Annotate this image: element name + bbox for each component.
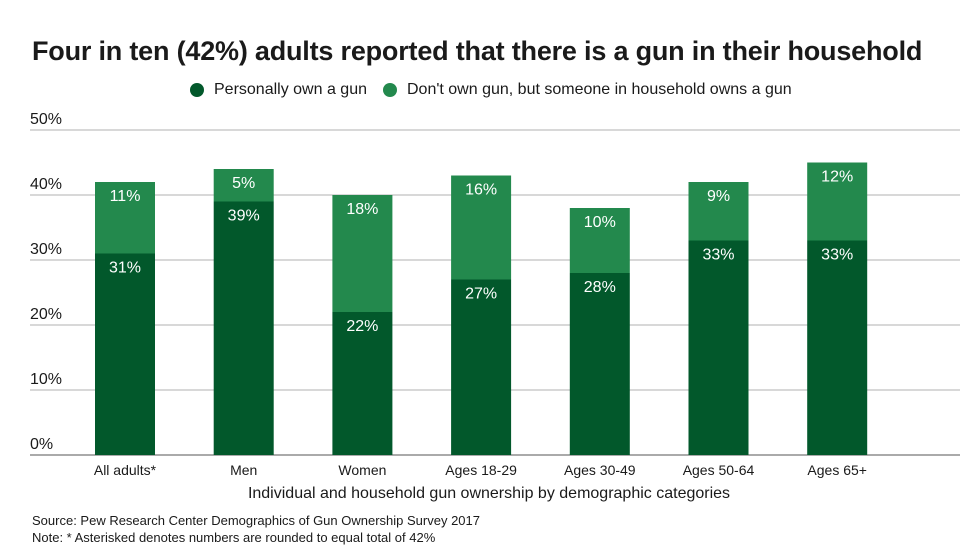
value-label-household-2: 18% — [346, 201, 378, 218]
value-label-household-3: 16% — [465, 182, 497, 199]
x-tick-label-0: All adults* — [94, 462, 157, 478]
bar-household-1 — [213, 169, 274, 202]
value-label-personal-4: 28% — [584, 279, 616, 296]
x-tick-label-6: Ages 65+ — [807, 462, 867, 478]
x-tick-label-4: Ages 30-49 — [564, 462, 636, 478]
bar-household-2 — [332, 195, 393, 312]
bar-personal-6 — [807, 240, 868, 455]
legend-item-personally-own: Personally own a gun — [190, 81, 367, 99]
value-label-household-1: 5% — [232, 175, 255, 192]
value-label-personal-3: 27% — [465, 286, 497, 303]
y-tick-label-40: 40% — [30, 176, 62, 193]
y-tick-label-0: 0% — [30, 436, 53, 453]
value-label-personal-1: 39% — [228, 208, 260, 225]
x-tick-label-2: Women — [338, 462, 386, 478]
bar-personal-4 — [569, 273, 630, 455]
chart-legend: Personally own a gun Don't own gun, but … — [190, 81, 808, 99]
y-tick-label-50: 50% — [30, 111, 62, 128]
x-tick-label-5: Ages 50-64 — [683, 462, 755, 478]
legend-swatch-personally-own — [190, 83, 204, 97]
value-label-personal-6: 33% — [821, 247, 853, 264]
value-label-household-0: 11% — [110, 188, 141, 205]
bar-household-0 — [95, 182, 155, 254]
value-label-household-5: 9% — [707, 188, 730, 205]
footnote: Note: * Asterisked denotes numbers are r… — [32, 530, 436, 545]
value-label-household-6: 12% — [821, 169, 853, 186]
bar-household-4 — [569, 208, 630, 273]
y-tick-label-30: 30% — [30, 241, 62, 258]
bar-personal-2 — [332, 312, 393, 455]
bar-personal-1 — [213, 201, 274, 455]
y-tick-label-20: 20% — [30, 306, 62, 323]
x-tick-label-3: Ages 18-29 — [445, 462, 517, 478]
value-label-personal-0: 31% — [109, 260, 141, 277]
legend-swatch-household-owns — [382, 83, 397, 97]
bar-personal-5 — [688, 240, 749, 455]
chart-title: Four in ten (42%) adults reported that t… — [32, 36, 923, 66]
legend-label-household-owns: Don't own gun, but someone in household … — [406, 81, 792, 98]
bar-chart: 0% 10% 20% 30% 40% 50% 31% 11% All adults* 39% 5% M… — [30, 111, 960, 478]
bar-household-5 — [688, 182, 749, 241]
value-label-personal-5: 33% — [702, 247, 734, 264]
bar-personal-0 — [95, 253, 155, 455]
legend-item-household-owns: Don't own gun, but someone in household … — [382, 81, 792, 99]
bar-household-6 — [807, 162, 868, 241]
y-tick-label-10: 10% — [30, 371, 62, 388]
x-tick-label-1: Men — [230, 462, 257, 478]
bar-personal-3 — [451, 279, 512, 455]
value-label-household-4: 10% — [584, 214, 616, 231]
value-label-personal-2: 22% — [346, 318, 378, 335]
x-axis-title: Individual and household gun ownership b… — [247, 485, 731, 502]
source-note: Source: Pew Research Center Demographics… — [32, 513, 480, 528]
bar-household-3 — [451, 175, 512, 280]
legend-label-personally-own: Personally own a gun — [214, 81, 367, 98]
